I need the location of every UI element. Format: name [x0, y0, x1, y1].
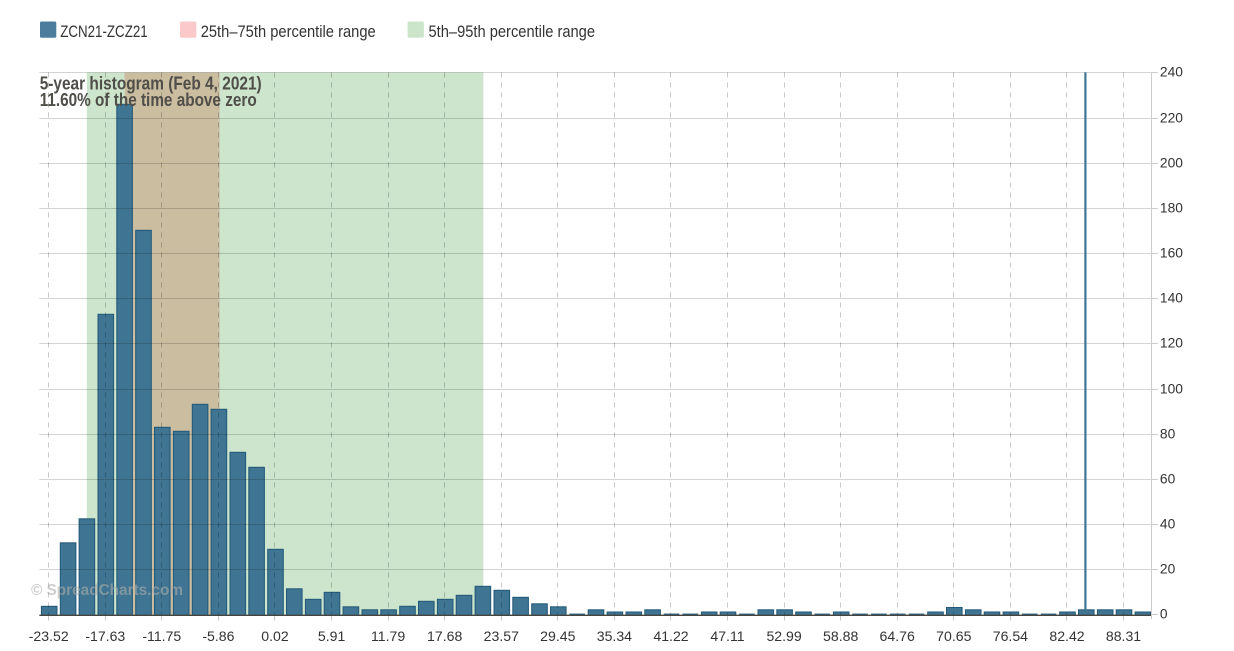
- svg-text:5th–95th percentile range: 5th–95th percentile range: [429, 22, 596, 41]
- svg-text:52.99: 52.99: [766, 628, 801, 644]
- svg-text:47.11: 47.11: [710, 628, 744, 644]
- svg-text:80: 80: [1160, 427, 1176, 442]
- svg-text:120: 120: [1160, 336, 1183, 351]
- svg-text:0: 0: [1160, 607, 1168, 622]
- svg-text:60: 60: [1160, 472, 1176, 487]
- svg-text:0.02: 0.02: [261, 628, 289, 644]
- svg-text:160: 160: [1160, 246, 1183, 261]
- svg-text:220: 220: [1160, 111, 1183, 126]
- svg-text:35.34: 35.34: [597, 628, 632, 644]
- svg-text:11.60% of the time above zero: 11.60% of the time above zero: [40, 90, 257, 110]
- svg-text:-17.63: -17.63: [85, 628, 125, 644]
- svg-text:29.45: 29.45: [540, 628, 575, 644]
- svg-text:88.31: 88.31: [1106, 628, 1141, 644]
- svg-text:140: 140: [1160, 291, 1183, 306]
- svg-text:25th–75th percentile range: 25th–75th percentile range: [201, 22, 376, 41]
- svg-text:41.22: 41.22: [653, 628, 688, 644]
- svg-text:82.42: 82.42: [1049, 628, 1084, 644]
- svg-text:20: 20: [1160, 562, 1176, 577]
- svg-text:17.68: 17.68: [427, 628, 462, 644]
- svg-text:40: 40: [1160, 517, 1176, 532]
- svg-text:58.88: 58.88: [823, 628, 858, 644]
- svg-text:5-year histogram (Feb 4, 2021): 5-year histogram (Feb 4, 2021): [40, 74, 262, 94]
- svg-text:180: 180: [1160, 201, 1183, 216]
- svg-text:ZCN21-ZCZ21: ZCN21-ZCZ21: [60, 22, 148, 41]
- svg-text:11.79: 11.79: [371, 628, 405, 644]
- svg-text:100: 100: [1160, 382, 1183, 397]
- svg-text:5.91: 5.91: [318, 628, 346, 644]
- svg-text:-5.86: -5.86: [202, 628, 234, 644]
- svg-text:64.76: 64.76: [880, 628, 915, 644]
- svg-text:76.54: 76.54: [993, 628, 1028, 644]
- svg-text:-11.75: -11.75: [142, 628, 181, 644]
- svg-text:© SpreadCharts.com: © SpreadCharts.com: [31, 582, 183, 599]
- svg-text:23.57: 23.57: [484, 628, 519, 644]
- svg-text:-23.52: -23.52: [29, 628, 69, 644]
- svg-text:240: 240: [1160, 65, 1183, 80]
- svg-text:200: 200: [1160, 156, 1183, 171]
- svg-text:70.65: 70.65: [936, 628, 971, 644]
